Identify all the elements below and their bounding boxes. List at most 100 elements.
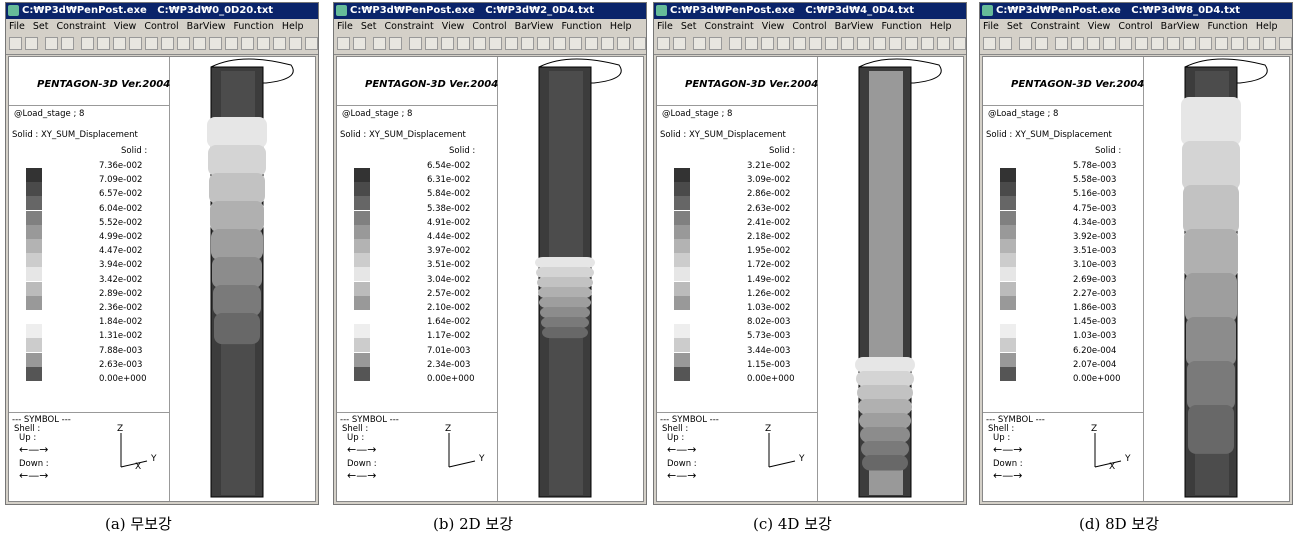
menu-item[interactable]: Set bbox=[1007, 21, 1023, 32]
menu-item[interactable]: Control bbox=[144, 21, 178, 32]
toolbar-button[interactable] bbox=[953, 37, 966, 50]
toolbar-button[interactable] bbox=[257, 37, 270, 50]
toolbar-button[interactable] bbox=[273, 37, 286, 50]
menu-item[interactable]: View bbox=[762, 21, 785, 32]
toolbar-button[interactable] bbox=[1087, 37, 1100, 50]
toolbar-button[interactable] bbox=[1071, 37, 1084, 50]
toolbar-button[interactable] bbox=[505, 37, 518, 50]
toolbar-button[interactable] bbox=[373, 37, 386, 50]
menu-item[interactable]: Function bbox=[561, 21, 601, 32]
menu-item[interactable]: Function bbox=[1207, 21, 1247, 32]
menu-item[interactable]: View bbox=[442, 21, 465, 32]
toolbar-button[interactable] bbox=[1055, 37, 1068, 50]
toolbar-button[interactable] bbox=[921, 37, 934, 50]
toolbar-button[interactable] bbox=[601, 37, 614, 50]
menu-item[interactable]: BarView bbox=[187, 21, 226, 32]
menu-item[interactable]: Help bbox=[282, 21, 304, 32]
menu-item[interactable]: Help bbox=[930, 21, 952, 32]
toolbar-button[interactable] bbox=[409, 37, 422, 50]
toolbar-button[interactable] bbox=[825, 37, 838, 50]
menu-item[interactable]: View bbox=[1088, 21, 1111, 32]
toolbar-button[interactable] bbox=[841, 37, 854, 50]
toolbar-button[interactable] bbox=[489, 37, 502, 50]
toolbar-button[interactable] bbox=[585, 37, 598, 50]
menu-item[interactable]: File bbox=[9, 21, 25, 32]
menu-item[interactable]: Function bbox=[881, 21, 921, 32]
toolbar-button[interactable] bbox=[337, 37, 350, 50]
toolbar-button[interactable] bbox=[1151, 37, 1164, 50]
toolbar-button[interactable] bbox=[241, 37, 254, 50]
toolbar-button[interactable] bbox=[177, 37, 190, 50]
toolbar-button[interactable] bbox=[729, 37, 742, 50]
toolbar-button[interactable] bbox=[129, 37, 142, 50]
toolbar-button[interactable] bbox=[113, 37, 126, 50]
toolbar-button[interactable] bbox=[1183, 37, 1196, 50]
toolbar-button[interactable] bbox=[1247, 37, 1260, 50]
menu-item[interactable]: Set bbox=[681, 21, 697, 32]
toolbar-button[interactable] bbox=[553, 37, 566, 50]
menu-item[interactable]: Control bbox=[792, 21, 826, 32]
toolbar-button[interactable] bbox=[473, 37, 486, 50]
toolbar-button[interactable] bbox=[709, 37, 722, 50]
toolbar-button[interactable] bbox=[777, 37, 790, 50]
toolbar-button[interactable] bbox=[289, 37, 302, 50]
toolbar-button[interactable] bbox=[1279, 37, 1292, 50]
toolbar-button[interactable] bbox=[1215, 37, 1228, 50]
menu-item[interactable]: View bbox=[114, 21, 137, 32]
toolbar-button[interactable] bbox=[209, 37, 222, 50]
toolbar-button[interactable] bbox=[617, 37, 630, 50]
toolbar-button[interactable] bbox=[305, 37, 318, 50]
toolbar-button[interactable] bbox=[9, 37, 22, 50]
toolbar-button[interactable] bbox=[193, 37, 206, 50]
toolbar-button[interactable] bbox=[145, 37, 158, 50]
menu-item[interactable]: Constraint bbox=[57, 21, 106, 32]
menu-item[interactable]: Help bbox=[1256, 21, 1278, 32]
toolbar-button[interactable] bbox=[441, 37, 454, 50]
toolbar-button[interactable] bbox=[1167, 37, 1180, 50]
menu-item[interactable]: Control bbox=[1118, 21, 1152, 32]
toolbar-button[interactable] bbox=[389, 37, 402, 50]
toolbar-button[interactable] bbox=[793, 37, 806, 50]
toolbar-button[interactable] bbox=[857, 37, 870, 50]
menu-item[interactable]: BarView bbox=[515, 21, 554, 32]
toolbar-button[interactable] bbox=[1103, 37, 1116, 50]
toolbar-button[interactable] bbox=[983, 37, 996, 50]
toolbar-button[interactable] bbox=[457, 37, 470, 50]
toolbar-button[interactable] bbox=[1035, 37, 1048, 50]
toolbar-button[interactable] bbox=[521, 37, 534, 50]
toolbar-button[interactable] bbox=[81, 37, 94, 50]
toolbar-button[interactable] bbox=[1019, 37, 1032, 50]
toolbar-button[interactable] bbox=[97, 37, 110, 50]
menu-item[interactable]: File bbox=[337, 21, 353, 32]
menu-item[interactable]: Function bbox=[233, 21, 273, 32]
menu-item[interactable]: Constraint bbox=[1031, 21, 1080, 32]
menu-item[interactable]: Constraint bbox=[385, 21, 434, 32]
toolbar-button[interactable] bbox=[745, 37, 758, 50]
toolbar-button[interactable] bbox=[809, 37, 822, 50]
toolbar-button[interactable] bbox=[25, 37, 38, 50]
menu-item[interactable]: File bbox=[983, 21, 999, 32]
toolbar-button[interactable] bbox=[657, 37, 670, 50]
toolbar-button[interactable] bbox=[873, 37, 886, 50]
toolbar-button[interactable] bbox=[1135, 37, 1148, 50]
toolbar-button[interactable] bbox=[225, 37, 238, 50]
menu-item[interactable]: File bbox=[657, 21, 673, 32]
menu-item[interactable]: Set bbox=[361, 21, 377, 32]
toolbar-button[interactable] bbox=[1263, 37, 1276, 50]
toolbar-button[interactable] bbox=[937, 37, 950, 50]
menu-item[interactable]: BarView bbox=[1161, 21, 1200, 32]
menu-item[interactable]: Help bbox=[610, 21, 632, 32]
toolbar-button[interactable] bbox=[761, 37, 774, 50]
toolbar-button[interactable] bbox=[889, 37, 902, 50]
toolbar-button[interactable] bbox=[353, 37, 366, 50]
toolbar-button[interactable] bbox=[999, 37, 1012, 50]
toolbar-button[interactable] bbox=[569, 37, 582, 50]
menu-item[interactable]: Control bbox=[472, 21, 506, 32]
toolbar-button[interactable] bbox=[161, 37, 174, 50]
menu-item[interactable]: Constraint bbox=[705, 21, 754, 32]
toolbar-button[interactable] bbox=[537, 37, 550, 50]
toolbar-button[interactable] bbox=[905, 37, 918, 50]
toolbar-button[interactable] bbox=[425, 37, 438, 50]
toolbar-button[interactable] bbox=[673, 37, 686, 50]
toolbar-button[interactable] bbox=[633, 37, 646, 50]
